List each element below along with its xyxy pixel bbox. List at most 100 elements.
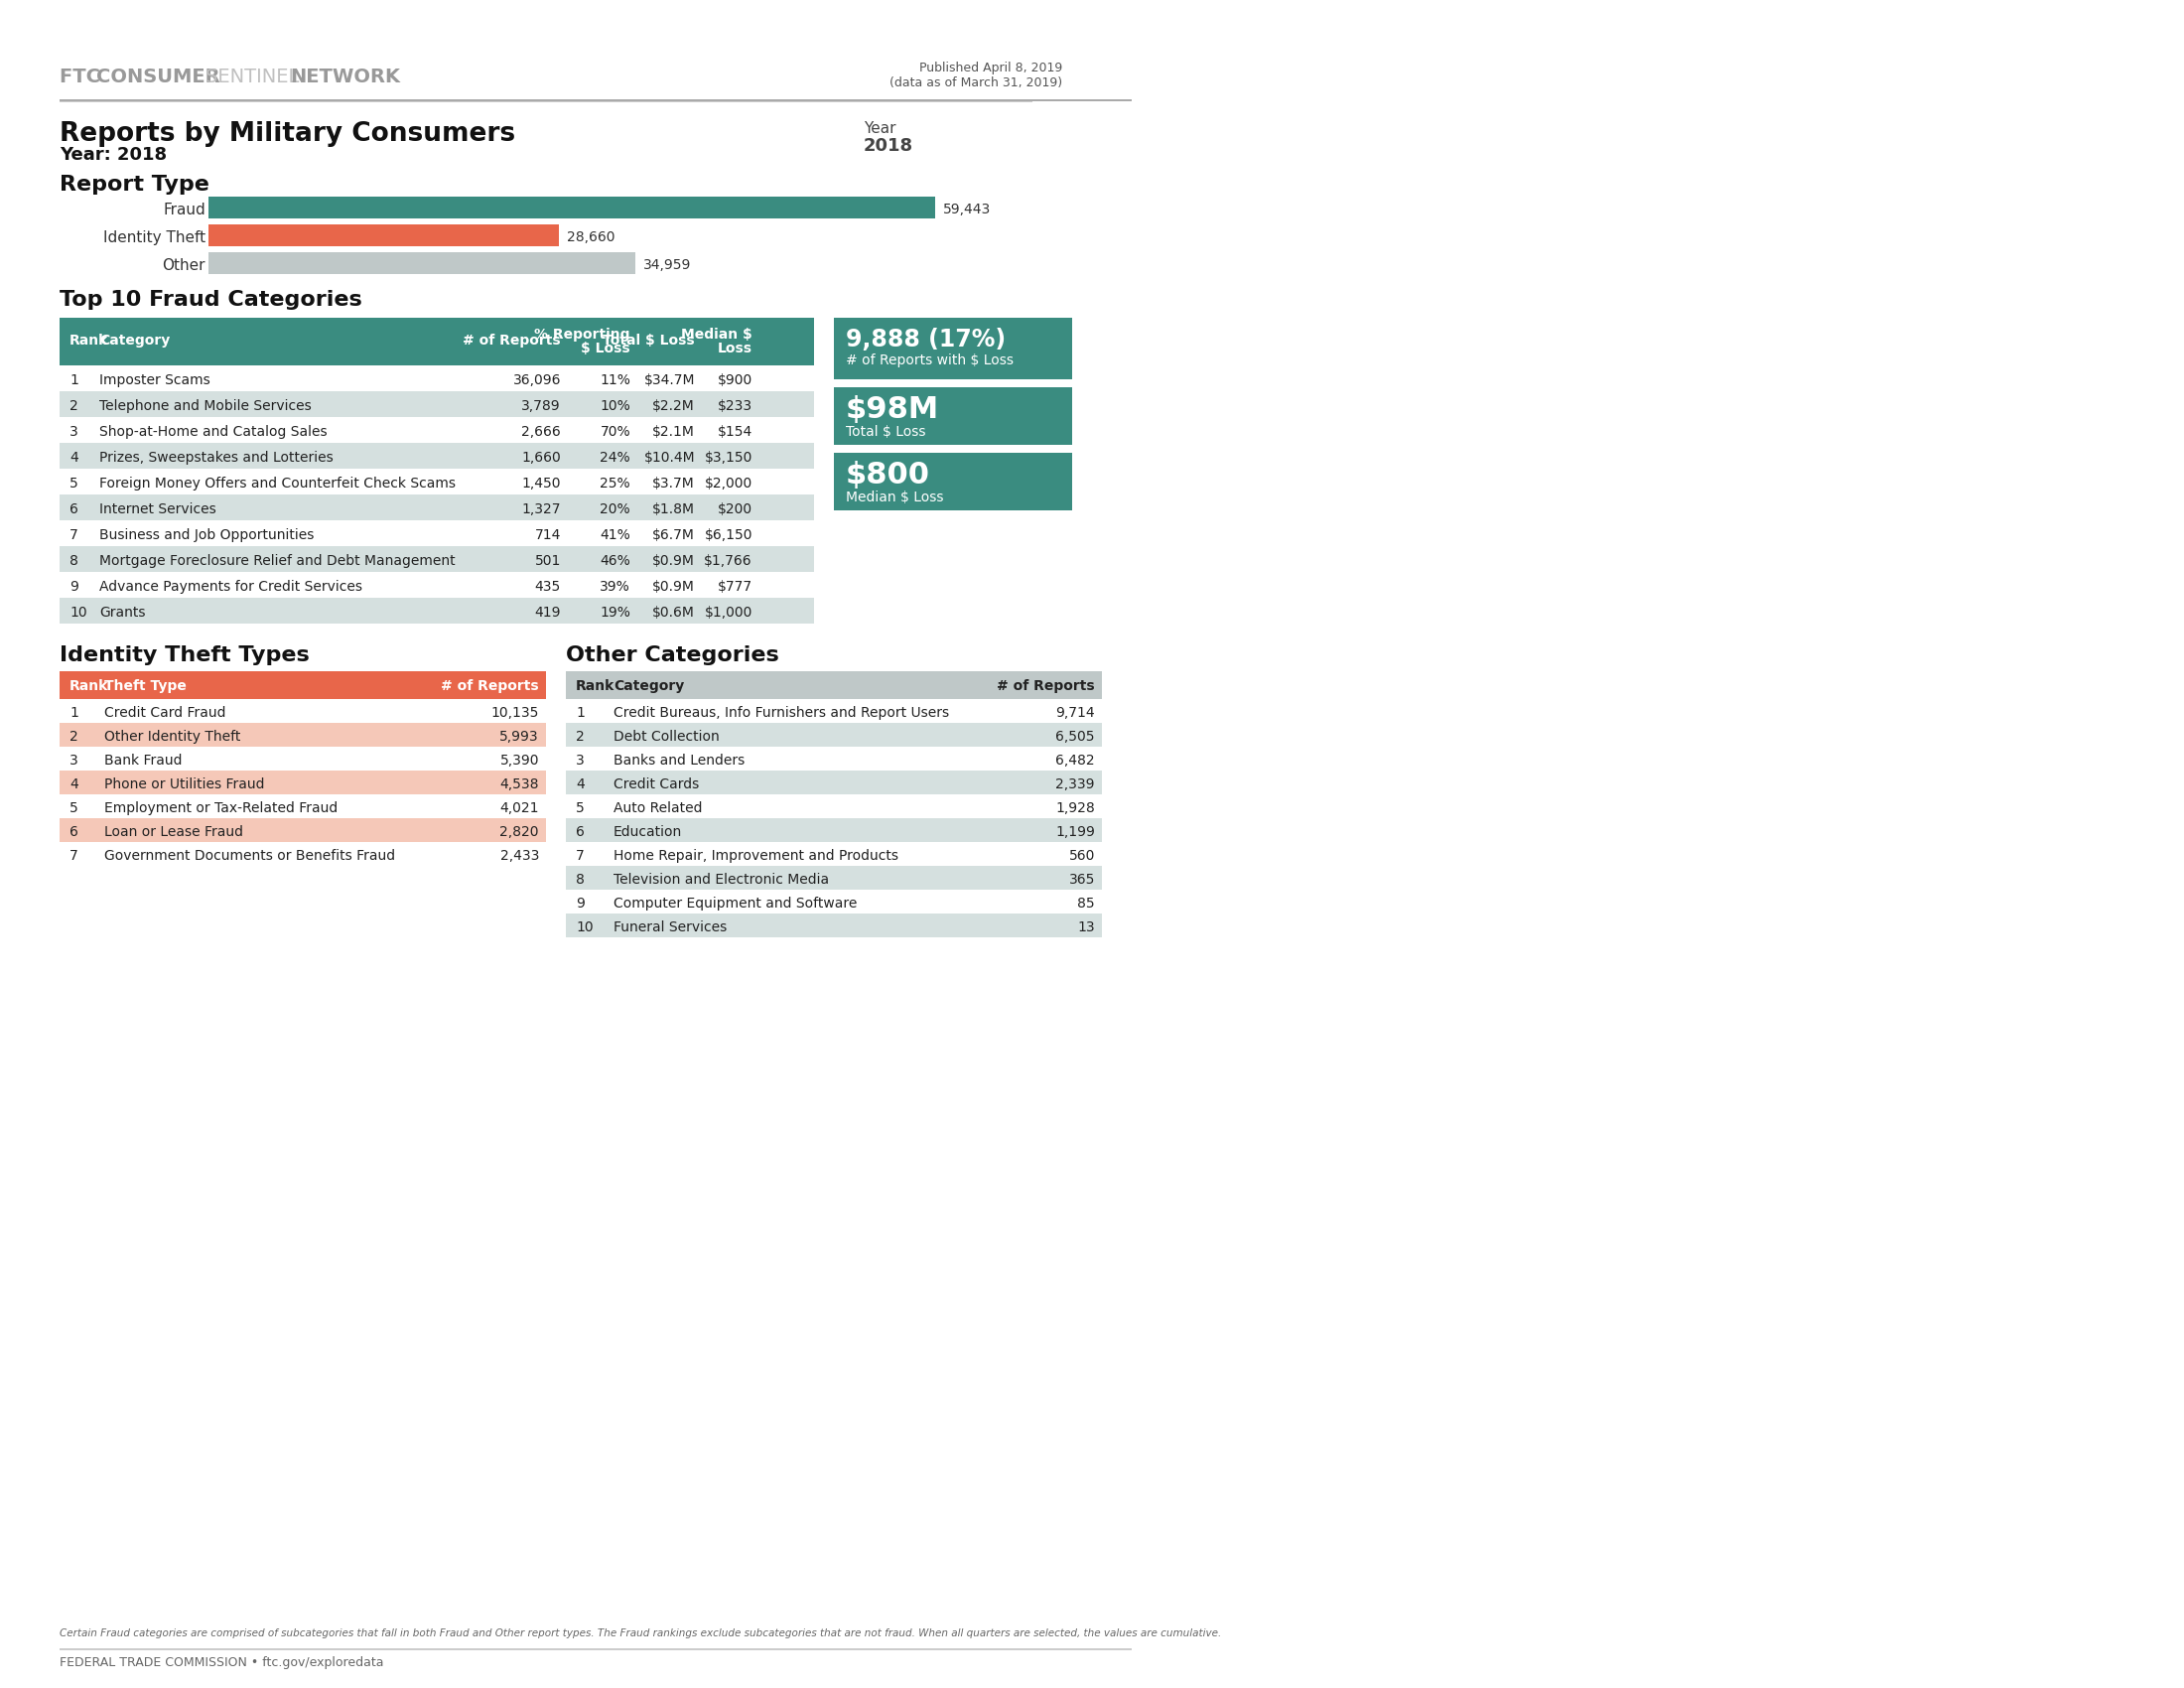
Text: 2: 2 — [577, 729, 585, 744]
Text: $34.7M: $34.7M — [644, 373, 695, 387]
Text: Theft Type: Theft Type — [105, 679, 186, 694]
Text: Category: Category — [98, 334, 170, 348]
Text: 2: 2 — [70, 398, 79, 414]
Text: $3.7M: $3.7M — [653, 476, 695, 491]
Bar — [59, 495, 815, 520]
Text: $ Loss: $ Loss — [581, 341, 631, 356]
Text: Banks and Lenders: Banks and Lenders — [614, 753, 745, 768]
Text: 25%: 25% — [601, 476, 631, 491]
Bar — [59, 417, 815, 442]
Bar — [59, 547, 815, 572]
Text: FTC: FTC — [59, 68, 107, 86]
Text: $2.2M: $2.2M — [653, 398, 695, 414]
Text: 11%: 11% — [601, 373, 631, 387]
Text: $800: $800 — [845, 461, 930, 490]
Text: Loan or Lease Fraud: Loan or Lease Fraud — [105, 825, 242, 839]
Text: Business and Job Opportunities: Business and Job Opportunities — [98, 528, 314, 542]
Bar — [207, 196, 935, 218]
Bar — [566, 913, 1103, 937]
Text: Certain Fraud categories are comprised of subcategories that fall in both Fraud : Certain Fraud categories are comprised o… — [59, 1629, 1221, 1639]
Text: $200: $200 — [719, 503, 753, 517]
Text: Internet Services: Internet Services — [98, 503, 216, 517]
Text: Credit Card Fraud: Credit Card Fraud — [105, 706, 225, 719]
Text: $2,000: $2,000 — [705, 476, 753, 491]
Text: $0.9M: $0.9M — [653, 554, 695, 567]
Text: Education: Education — [614, 825, 681, 839]
Bar — [59, 100, 1033, 103]
Text: 4,021: 4,021 — [500, 802, 539, 815]
Bar — [566, 770, 1103, 795]
Text: 8: 8 — [70, 554, 79, 567]
Text: Foreign Money Offers and Counterfeit Check Scams: Foreign Money Offers and Counterfeit Che… — [98, 476, 456, 491]
Text: $1,000: $1,000 — [705, 606, 753, 619]
Text: 6: 6 — [70, 503, 79, 517]
Bar — [59, 572, 815, 598]
Text: 10,135: 10,135 — [491, 706, 539, 719]
Text: 1: 1 — [577, 706, 585, 719]
Text: 6,482: 6,482 — [1055, 753, 1094, 768]
Text: Grants: Grants — [98, 606, 146, 619]
Text: # of Reports: # of Reports — [441, 679, 539, 694]
Text: 2018: 2018 — [863, 137, 913, 155]
Text: 20%: 20% — [601, 503, 631, 517]
Text: 2,820: 2,820 — [500, 825, 539, 839]
Text: 8: 8 — [577, 873, 585, 886]
Text: $1,766: $1,766 — [703, 554, 753, 567]
Text: 24%: 24% — [601, 451, 631, 464]
Bar — [566, 746, 1103, 770]
Text: 2,339: 2,339 — [1055, 778, 1094, 792]
Text: Rank: Rank — [70, 334, 109, 348]
Text: Debt Collection: Debt Collection — [614, 729, 719, 744]
Bar — [59, 672, 546, 699]
Text: 3,789: 3,789 — [522, 398, 561, 414]
Text: $2.1M: $2.1M — [653, 425, 695, 439]
Text: $777: $777 — [719, 581, 753, 594]
Text: Median $ Loss: Median $ Loss — [845, 491, 943, 505]
Text: 7: 7 — [70, 849, 79, 863]
Bar — [834, 452, 1072, 510]
Text: # of Reports: # of Reports — [463, 334, 561, 348]
Bar — [59, 365, 815, 392]
Text: Category: Category — [614, 679, 684, 694]
Text: $6,150: $6,150 — [703, 528, 753, 542]
Bar — [59, 795, 546, 819]
Text: Auto Related: Auto Related — [614, 802, 703, 815]
Text: Median $: Median $ — [681, 327, 753, 341]
Text: 41%: 41% — [601, 528, 631, 542]
Text: 5,993: 5,993 — [500, 729, 539, 744]
Text: $3,150: $3,150 — [705, 451, 753, 464]
Text: Total $ Loss: Total $ Loss — [603, 334, 695, 348]
Text: 435: 435 — [535, 581, 561, 594]
Text: 5: 5 — [70, 476, 79, 491]
Text: 28,660: 28,660 — [566, 230, 614, 245]
Text: 36,096: 36,096 — [513, 373, 561, 387]
Text: Mortgage Foreclosure Relief and Debt Management: Mortgage Foreclosure Relief and Debt Man… — [98, 554, 454, 567]
Bar — [566, 672, 1103, 699]
Bar — [834, 387, 1072, 446]
Bar — [59, 317, 815, 365]
Text: Top 10 Fraud Categories: Top 10 Fraud Categories — [59, 290, 363, 311]
Bar — [59, 699, 546, 722]
Text: Advance Payments for Credit Services: Advance Payments for Credit Services — [98, 581, 363, 594]
Text: 7: 7 — [577, 849, 585, 863]
Text: 85: 85 — [1077, 896, 1094, 910]
Text: 1,928: 1,928 — [1055, 802, 1094, 815]
Text: $900: $900 — [719, 373, 753, 387]
Text: 9: 9 — [70, 581, 79, 594]
Bar — [566, 795, 1103, 819]
Text: % Reporting: % Reporting — [535, 327, 631, 341]
Bar — [834, 317, 1072, 380]
Bar — [207, 225, 559, 246]
Text: 419: 419 — [535, 606, 561, 619]
Text: Other: Other — [162, 258, 205, 272]
Bar — [566, 866, 1103, 890]
Text: 4: 4 — [70, 778, 79, 792]
Text: 4: 4 — [577, 778, 585, 792]
Text: 10: 10 — [70, 606, 87, 619]
Text: 9,714: 9,714 — [1055, 706, 1094, 719]
Text: 3: 3 — [577, 753, 585, 768]
Text: 501: 501 — [535, 554, 561, 567]
Text: 6: 6 — [577, 825, 585, 839]
Text: 59,443: 59,443 — [943, 203, 992, 216]
Text: 34,959: 34,959 — [644, 258, 692, 272]
